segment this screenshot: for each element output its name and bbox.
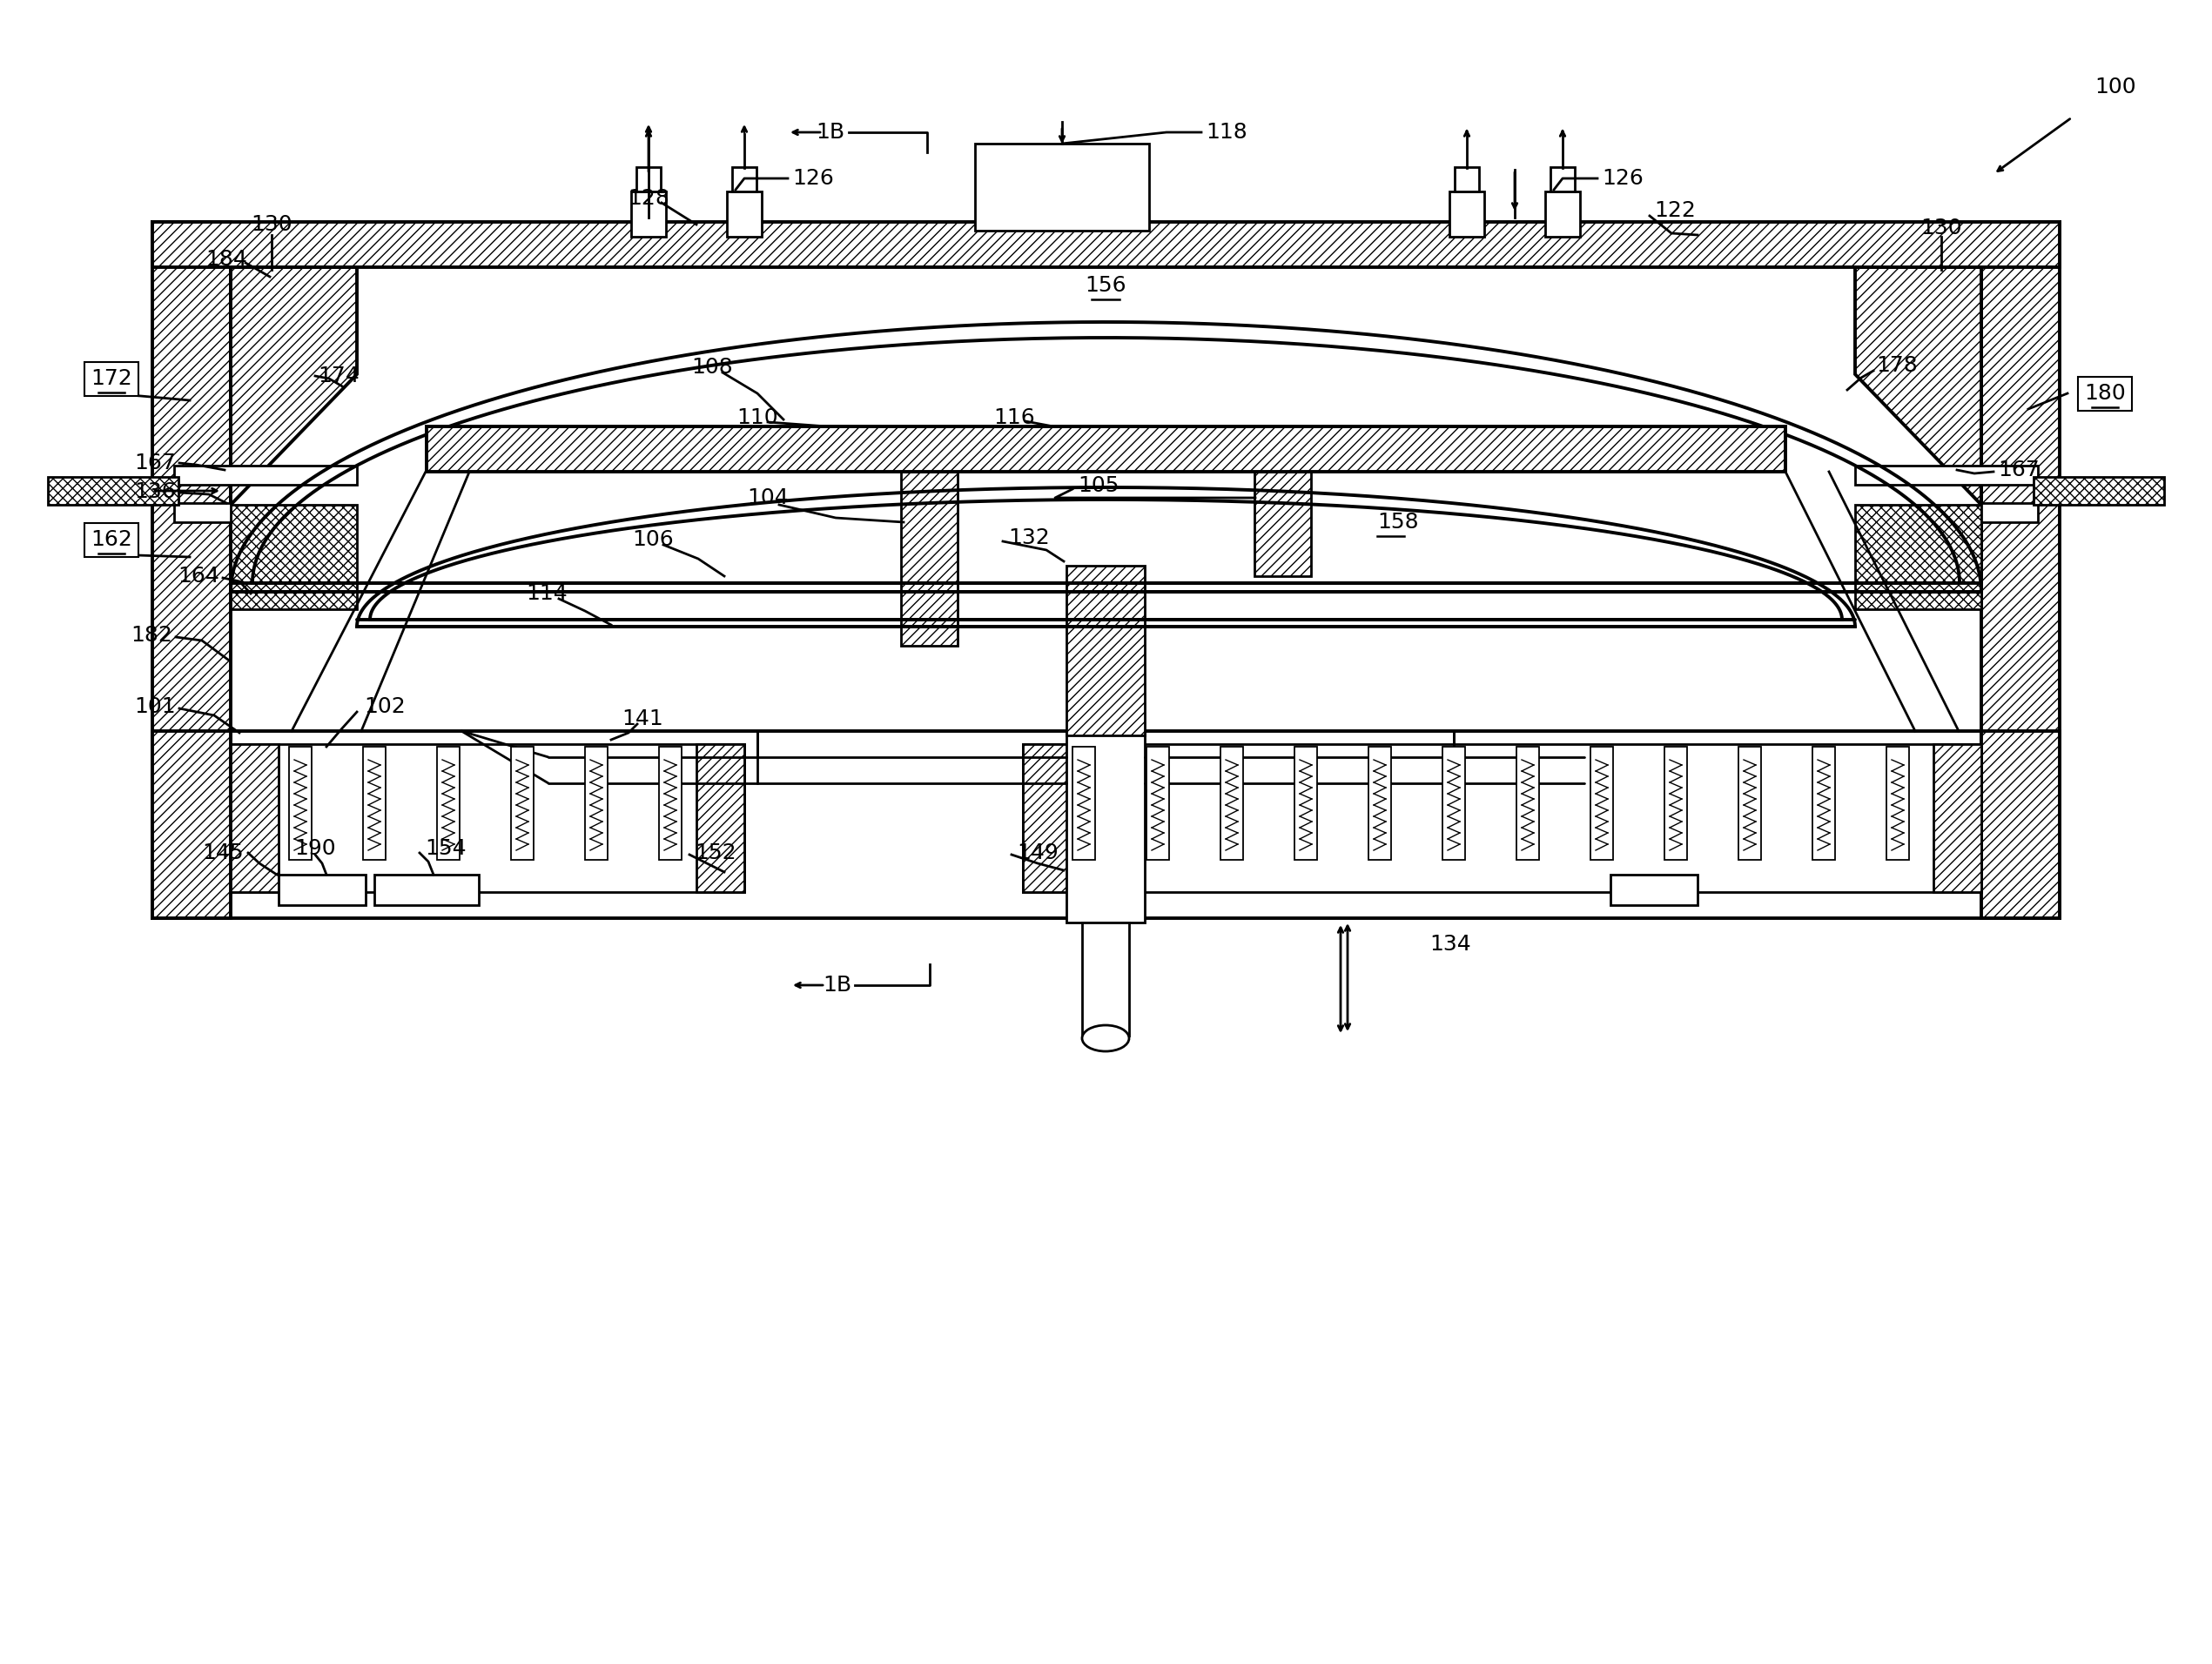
Bar bbox=[1933, 744, 1982, 892]
Bar bbox=[659, 747, 681, 860]
Bar bbox=[1022, 744, 1071, 892]
Bar bbox=[637, 166, 661, 191]
Text: 154: 154 bbox=[425, 839, 467, 859]
Text: 130: 130 bbox=[1920, 218, 1962, 238]
Bar bbox=[175, 466, 356, 484]
Ellipse shape bbox=[1082, 1025, 1128, 1052]
Bar bbox=[1066, 730, 1146, 922]
Text: 105: 105 bbox=[1077, 476, 1119, 496]
Bar bbox=[1546, 191, 1579, 236]
Polygon shape bbox=[230, 268, 356, 504]
Bar bbox=[732, 166, 757, 191]
Text: 158: 158 bbox=[1378, 513, 1418, 532]
Bar bbox=[584, 747, 608, 860]
Text: 141: 141 bbox=[622, 709, 664, 729]
Text: 164: 164 bbox=[177, 566, 219, 587]
Bar bbox=[1856, 466, 2037, 484]
Bar bbox=[728, 191, 761, 236]
Bar bbox=[1551, 166, 1575, 191]
Text: 167: 167 bbox=[135, 453, 175, 474]
Bar bbox=[363, 747, 385, 860]
Bar bbox=[1449, 191, 1484, 236]
Text: 100: 100 bbox=[2095, 77, 2137, 98]
Bar bbox=[230, 744, 743, 892]
Bar bbox=[1663, 747, 1688, 860]
Text: 190: 190 bbox=[294, 839, 336, 859]
Bar bbox=[1221, 747, 1243, 860]
Bar bbox=[1982, 221, 2059, 740]
Bar bbox=[427, 426, 1785, 471]
Bar bbox=[279, 875, 365, 905]
Text: 106: 106 bbox=[633, 529, 675, 551]
Text: 101: 101 bbox=[135, 696, 175, 717]
Text: 156: 156 bbox=[1084, 275, 1126, 296]
Text: 126: 126 bbox=[792, 168, 834, 188]
Text: 152: 152 bbox=[695, 842, 737, 864]
Bar bbox=[1073, 747, 1095, 860]
Text: 136: 136 bbox=[135, 481, 175, 503]
Text: 132: 132 bbox=[1009, 527, 1051, 547]
Bar bbox=[1066, 566, 1146, 735]
Text: 128: 128 bbox=[628, 188, 670, 210]
Bar bbox=[1369, 747, 1391, 860]
Text: 145: 145 bbox=[201, 842, 243, 864]
Text: 178: 178 bbox=[1876, 354, 1918, 376]
Text: 167: 167 bbox=[1997, 459, 2039, 481]
Bar bbox=[374, 875, 478, 905]
Bar bbox=[1812, 747, 1836, 860]
Bar bbox=[1590, 747, 1613, 860]
Text: 102: 102 bbox=[365, 696, 405, 717]
Bar bbox=[975, 143, 1148, 231]
Bar bbox=[1887, 747, 1909, 860]
Bar bbox=[1517, 747, 1540, 860]
Bar bbox=[153, 221, 230, 740]
Bar bbox=[175, 503, 230, 522]
Bar bbox=[230, 504, 356, 609]
Bar bbox=[1856, 504, 1982, 609]
Bar bbox=[49, 478, 179, 504]
Bar bbox=[1442, 747, 1464, 860]
Bar bbox=[153, 730, 2059, 919]
Bar bbox=[1610, 875, 1697, 905]
Bar bbox=[153, 221, 2059, 268]
Bar bbox=[1294, 747, 1316, 860]
Text: 130: 130 bbox=[250, 215, 292, 235]
Text: 180: 180 bbox=[2084, 383, 2126, 404]
Text: 110: 110 bbox=[737, 408, 779, 428]
Text: 172: 172 bbox=[91, 368, 133, 389]
Text: 122: 122 bbox=[1655, 200, 1697, 221]
Text: 162: 162 bbox=[91, 529, 133, 551]
Text: 108: 108 bbox=[692, 356, 732, 378]
Text: 114: 114 bbox=[526, 582, 568, 604]
Bar bbox=[1146, 747, 1170, 860]
Bar bbox=[1254, 471, 1312, 576]
Text: 116: 116 bbox=[993, 408, 1035, 428]
Bar bbox=[153, 730, 230, 919]
Bar bbox=[697, 744, 743, 892]
Bar bbox=[1455, 166, 1480, 191]
Text: 174: 174 bbox=[319, 366, 358, 386]
Text: 104: 104 bbox=[748, 488, 790, 508]
Bar bbox=[290, 747, 312, 860]
Bar bbox=[230, 744, 279, 892]
Text: 126: 126 bbox=[1601, 168, 1644, 188]
Text: 118: 118 bbox=[1206, 121, 1248, 143]
Text: 134: 134 bbox=[1429, 934, 1471, 955]
Text: 184: 184 bbox=[206, 250, 248, 270]
Bar bbox=[630, 191, 666, 236]
Text: 149: 149 bbox=[1018, 842, 1057, 864]
Bar bbox=[1022, 744, 1982, 892]
Polygon shape bbox=[1856, 268, 1982, 504]
Bar bbox=[1739, 747, 1761, 860]
Bar bbox=[438, 747, 460, 860]
Bar bbox=[2033, 478, 2163, 504]
Text: 1B: 1B bbox=[816, 121, 845, 143]
Text: 1B: 1B bbox=[823, 975, 852, 995]
Bar bbox=[1982, 730, 2059, 919]
Text: 182: 182 bbox=[131, 626, 173, 646]
Bar bbox=[511, 747, 533, 860]
Bar bbox=[900, 471, 958, 646]
Bar bbox=[1982, 503, 2037, 522]
Bar bbox=[1082, 922, 1128, 1035]
